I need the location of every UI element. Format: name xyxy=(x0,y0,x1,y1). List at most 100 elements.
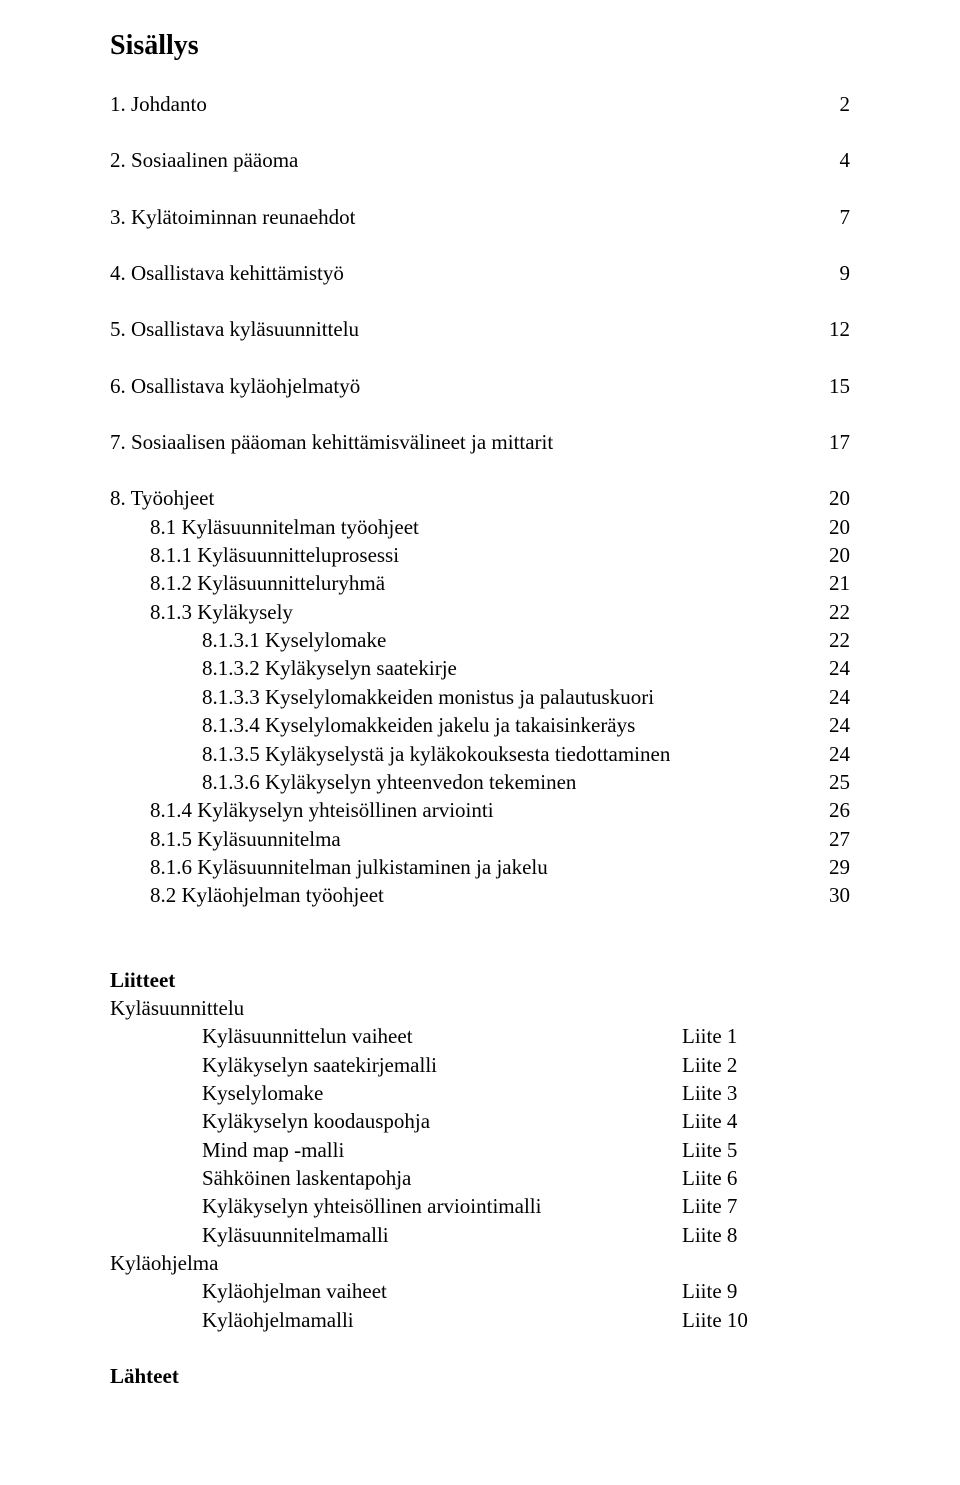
toc-label: 8.1.3.4 Kyselylomakkeiden jakelu ja taka… xyxy=(202,711,809,739)
liite-row: Kyläkyselyn yhteisöllinen arviointimalli… xyxy=(110,1192,850,1220)
toc-page: 15 xyxy=(809,372,850,400)
liite-row: KyläsuunnitelmamalliLiite 8 xyxy=(110,1221,850,1249)
toc-row: 6. Osallistava kyläohjelmatyö15 xyxy=(110,372,850,400)
liite-label: Mind map -malli xyxy=(110,1136,682,1164)
liite-row: Mind map -malliLiite 5 xyxy=(110,1136,850,1164)
toc-label: 8.1.1 Kyläsuunnitteluprosessi xyxy=(150,541,809,569)
liite-value: Liite 7 xyxy=(682,1192,737,1220)
toc-page: 4 xyxy=(820,146,851,174)
liite-label: Kyläohjelman vaiheet xyxy=(110,1277,682,1305)
liite-value: Liite 4 xyxy=(682,1107,737,1135)
toc-page: 24 xyxy=(809,740,850,768)
toc-label: 5. Osallistava kyläsuunnittelu xyxy=(110,315,809,343)
toc-row: 4. Osallistava kehittämistyö9 xyxy=(110,259,850,287)
toc-label: 8. Työohjeet xyxy=(110,484,809,512)
toc-page: 29 xyxy=(809,853,850,881)
liite-row: KyläohjelmamalliLiite 10 xyxy=(110,1306,850,1334)
liite-label: Kyselylomake xyxy=(110,1079,682,1107)
toc-label: 1. Johdanto xyxy=(110,90,820,118)
toc-page: 9 xyxy=(820,259,851,287)
toc-label: 6. Osallistava kyläohjelmatyö xyxy=(110,372,809,400)
toc-label: 4. Osallistava kehittämistyö xyxy=(110,259,820,287)
toc-row: 8.1.3.2 Kyläkyselyn saatekirje24 xyxy=(110,654,850,682)
toc-page: 22 xyxy=(809,626,850,654)
toc-label: 7. Sosiaalisen pääoman kehittämisvälinee… xyxy=(110,428,809,456)
liite-value: Liite 1 xyxy=(682,1022,737,1050)
toc-page: 20 xyxy=(809,513,850,541)
liite-row: Sähköinen laskentapohjaLiite 6 xyxy=(110,1164,850,1192)
liite-value: Liite 9 xyxy=(682,1277,737,1305)
toc-page: 24 xyxy=(809,711,850,739)
toc-page: 25 xyxy=(809,768,850,796)
toc-label: 8.1.6 Kyläsuunnitelman julkistaminen ja … xyxy=(150,853,809,881)
toc-row: 2. Sosiaalinen pääoma4 xyxy=(110,146,850,174)
toc-label: 8.1.3 Kyläkysely xyxy=(150,598,809,626)
toc-row: 7. Sosiaalisen pääoman kehittämisvälinee… xyxy=(110,428,850,456)
toc-label: 3. Kylätoiminnan reunaehdot xyxy=(110,203,820,231)
liite-label: Sähköinen laskentapohja xyxy=(110,1164,682,1192)
toc-label: 8.1.4 Kyläkyselyn yhteisöllinen arvioint… xyxy=(150,796,809,824)
toc-label: 2. Sosiaalinen pääoma xyxy=(110,146,820,174)
liite-label: Kyläkyselyn yhteisöllinen arviointimalli xyxy=(110,1192,682,1220)
toc-label: 8.1.2 Kyläsuunnitteluryhmä xyxy=(150,569,809,597)
liitteet-list-b: Kyläohjelman vaiheetLiite 9Kyläohjelmama… xyxy=(110,1277,850,1334)
toc-page: 26 xyxy=(809,796,850,824)
liite-row: KyselylomakeLiite 3 xyxy=(110,1079,850,1107)
toc-page: 20 xyxy=(809,541,850,569)
toc-label: 8.1.3.1 Kyselylomake xyxy=(202,626,809,654)
lahteet-text: Lähteet xyxy=(110,1362,850,1390)
toc-row: 8. Työohjeet 20 xyxy=(110,484,850,512)
toc-page: 2 xyxy=(820,90,851,118)
toc-row: 8.1 Kyläsuunnitelman työohjeet20 xyxy=(110,513,850,541)
liite-row: Kyläsuunnittelun vaiheetLiite 1 xyxy=(110,1022,850,1050)
toc-row: 8.1.1 Kyläsuunnitteluprosessi20 xyxy=(110,541,850,569)
liitteet-heading: Liitteet xyxy=(110,966,850,994)
lahteet-heading: Lähteet xyxy=(110,1362,850,1390)
toc-row: 8.1.6 Kyläsuunnitelman julkistaminen ja … xyxy=(110,853,850,881)
toc-row: 8.1.3.5 Kyläkyselystä ja kyläkokouksesta… xyxy=(110,740,850,768)
liite-label: Kyläkyselyn koodauspohja xyxy=(110,1107,682,1135)
toc-page: 12 xyxy=(809,315,850,343)
subsection-text: Kyläohjelma xyxy=(110,1249,850,1277)
toc-row: 3. Kylätoiminnan reunaehdot7 xyxy=(110,203,850,231)
toc-page: 24 xyxy=(809,683,850,711)
toc-label: 8.1.3.2 Kyläkyselyn saatekirje xyxy=(202,654,809,682)
toc-label: 8.1.3.5 Kyläkyselystä ja kyläkokouksesta… xyxy=(202,740,809,768)
toc-row: 8.2 Kyläohjelman työohjeet30 xyxy=(110,881,850,909)
page-title: Sisällys xyxy=(110,30,850,62)
toc-row: 8.1.4 Kyläkyselyn yhteisöllinen arvioint… xyxy=(110,796,850,824)
liite-value: Liite 5 xyxy=(682,1136,737,1164)
toc-sub: 8.1 Kyläsuunnitelman työohjeet208.1.1 Ky… xyxy=(110,513,850,910)
liite-row: Kyläkyselyn koodauspohjaLiite 4 xyxy=(110,1107,850,1135)
toc-page: 30 xyxy=(809,881,850,909)
document-page: Sisällys 1. Johdanto22. Sosiaalinen pääo… xyxy=(0,0,960,1485)
toc-row: 8.1.3.3 Kyselylomakkeiden monistus ja pa… xyxy=(110,683,850,711)
toc-row: 8.1.3 Kyläkysely22 xyxy=(110,598,850,626)
toc-row: 8.1.3.6 Kyläkyselyn yhteenvedon tekemine… xyxy=(110,768,850,796)
toc-page: 27 xyxy=(809,825,850,853)
toc-page: 21 xyxy=(809,569,850,597)
toc-page: 17 xyxy=(809,428,850,456)
liitteet-list-a: Kyläsuunnittelun vaiheetLiite 1Kyläkysel… xyxy=(110,1022,850,1249)
toc-row: 8.1.3.4 Kyselylomakkeiden jakelu ja taka… xyxy=(110,711,850,739)
toc-row: 8.1.2 Kyläsuunnitteluryhmä21 xyxy=(110,569,850,597)
liite-value: Liite 2 xyxy=(682,1051,737,1079)
toc-page: 20 xyxy=(809,484,850,512)
toc-row: 8.1.3.1 Kyselylomake22 xyxy=(110,626,850,654)
liite-label: Kyläsuunnittelun vaiheet xyxy=(110,1022,682,1050)
toc-page: 24 xyxy=(809,654,850,682)
liite-label: Kyläsuunnitelmamalli xyxy=(110,1221,682,1249)
toc-label: 8.1 Kyläsuunnitelman työohjeet xyxy=(150,513,809,541)
toc-row: 1. Johdanto2 xyxy=(110,90,850,118)
subsection-heading: Kyläsuunnittelu xyxy=(110,994,850,1022)
toc-page: 22 xyxy=(809,598,850,626)
toc-label: 8.1.5 Kyläsuunnitelma xyxy=(150,825,809,853)
liite-label: Kyläkyselyn saatekirjemalli xyxy=(110,1051,682,1079)
toc-row: 8.1.5 Kyläsuunnitelma27 xyxy=(110,825,850,853)
liite-row: Kyläkyselyn saatekirjemalliLiite 2 xyxy=(110,1051,850,1079)
subsection-heading: Kyläohjelma xyxy=(110,1249,850,1277)
toc-row: 5. Osallistava kyläsuunnittelu12 xyxy=(110,315,850,343)
toc-label: 8.2 Kyläohjelman työohjeet xyxy=(150,881,809,909)
heading-text: Liitteet xyxy=(110,966,850,994)
liite-value: Liite 6 xyxy=(682,1164,737,1192)
